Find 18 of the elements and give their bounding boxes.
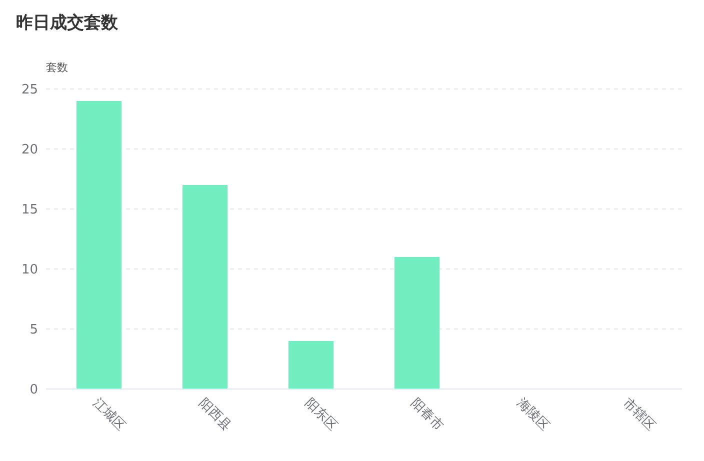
- x-tick-label: 市辖区: [620, 396, 658, 434]
- x-tick-label: 海陵区: [514, 396, 552, 434]
- x-tick-label: 江城区: [90, 396, 128, 434]
- bar: [182, 185, 228, 389]
- bar: [288, 341, 334, 389]
- y-tick-label: 0: [30, 382, 38, 398]
- y-tick-label: 25: [21, 82, 38, 98]
- x-tick-label: 阳春市: [408, 396, 446, 434]
- y-tick-label: 10: [21, 262, 38, 278]
- y-tick-label: 15: [21, 202, 38, 218]
- bar: [394, 257, 440, 389]
- y-axis-title: 套数: [46, 61, 68, 74]
- bar: [76, 101, 122, 389]
- y-tick-label: 5: [30, 322, 38, 338]
- x-tick-label: 阳西县: [196, 396, 234, 434]
- chart-title: 昨日成交套数: [16, 13, 119, 33]
- x-tick-label: 阳东区: [302, 396, 340, 434]
- y-tick-label: 20: [21, 142, 38, 158]
